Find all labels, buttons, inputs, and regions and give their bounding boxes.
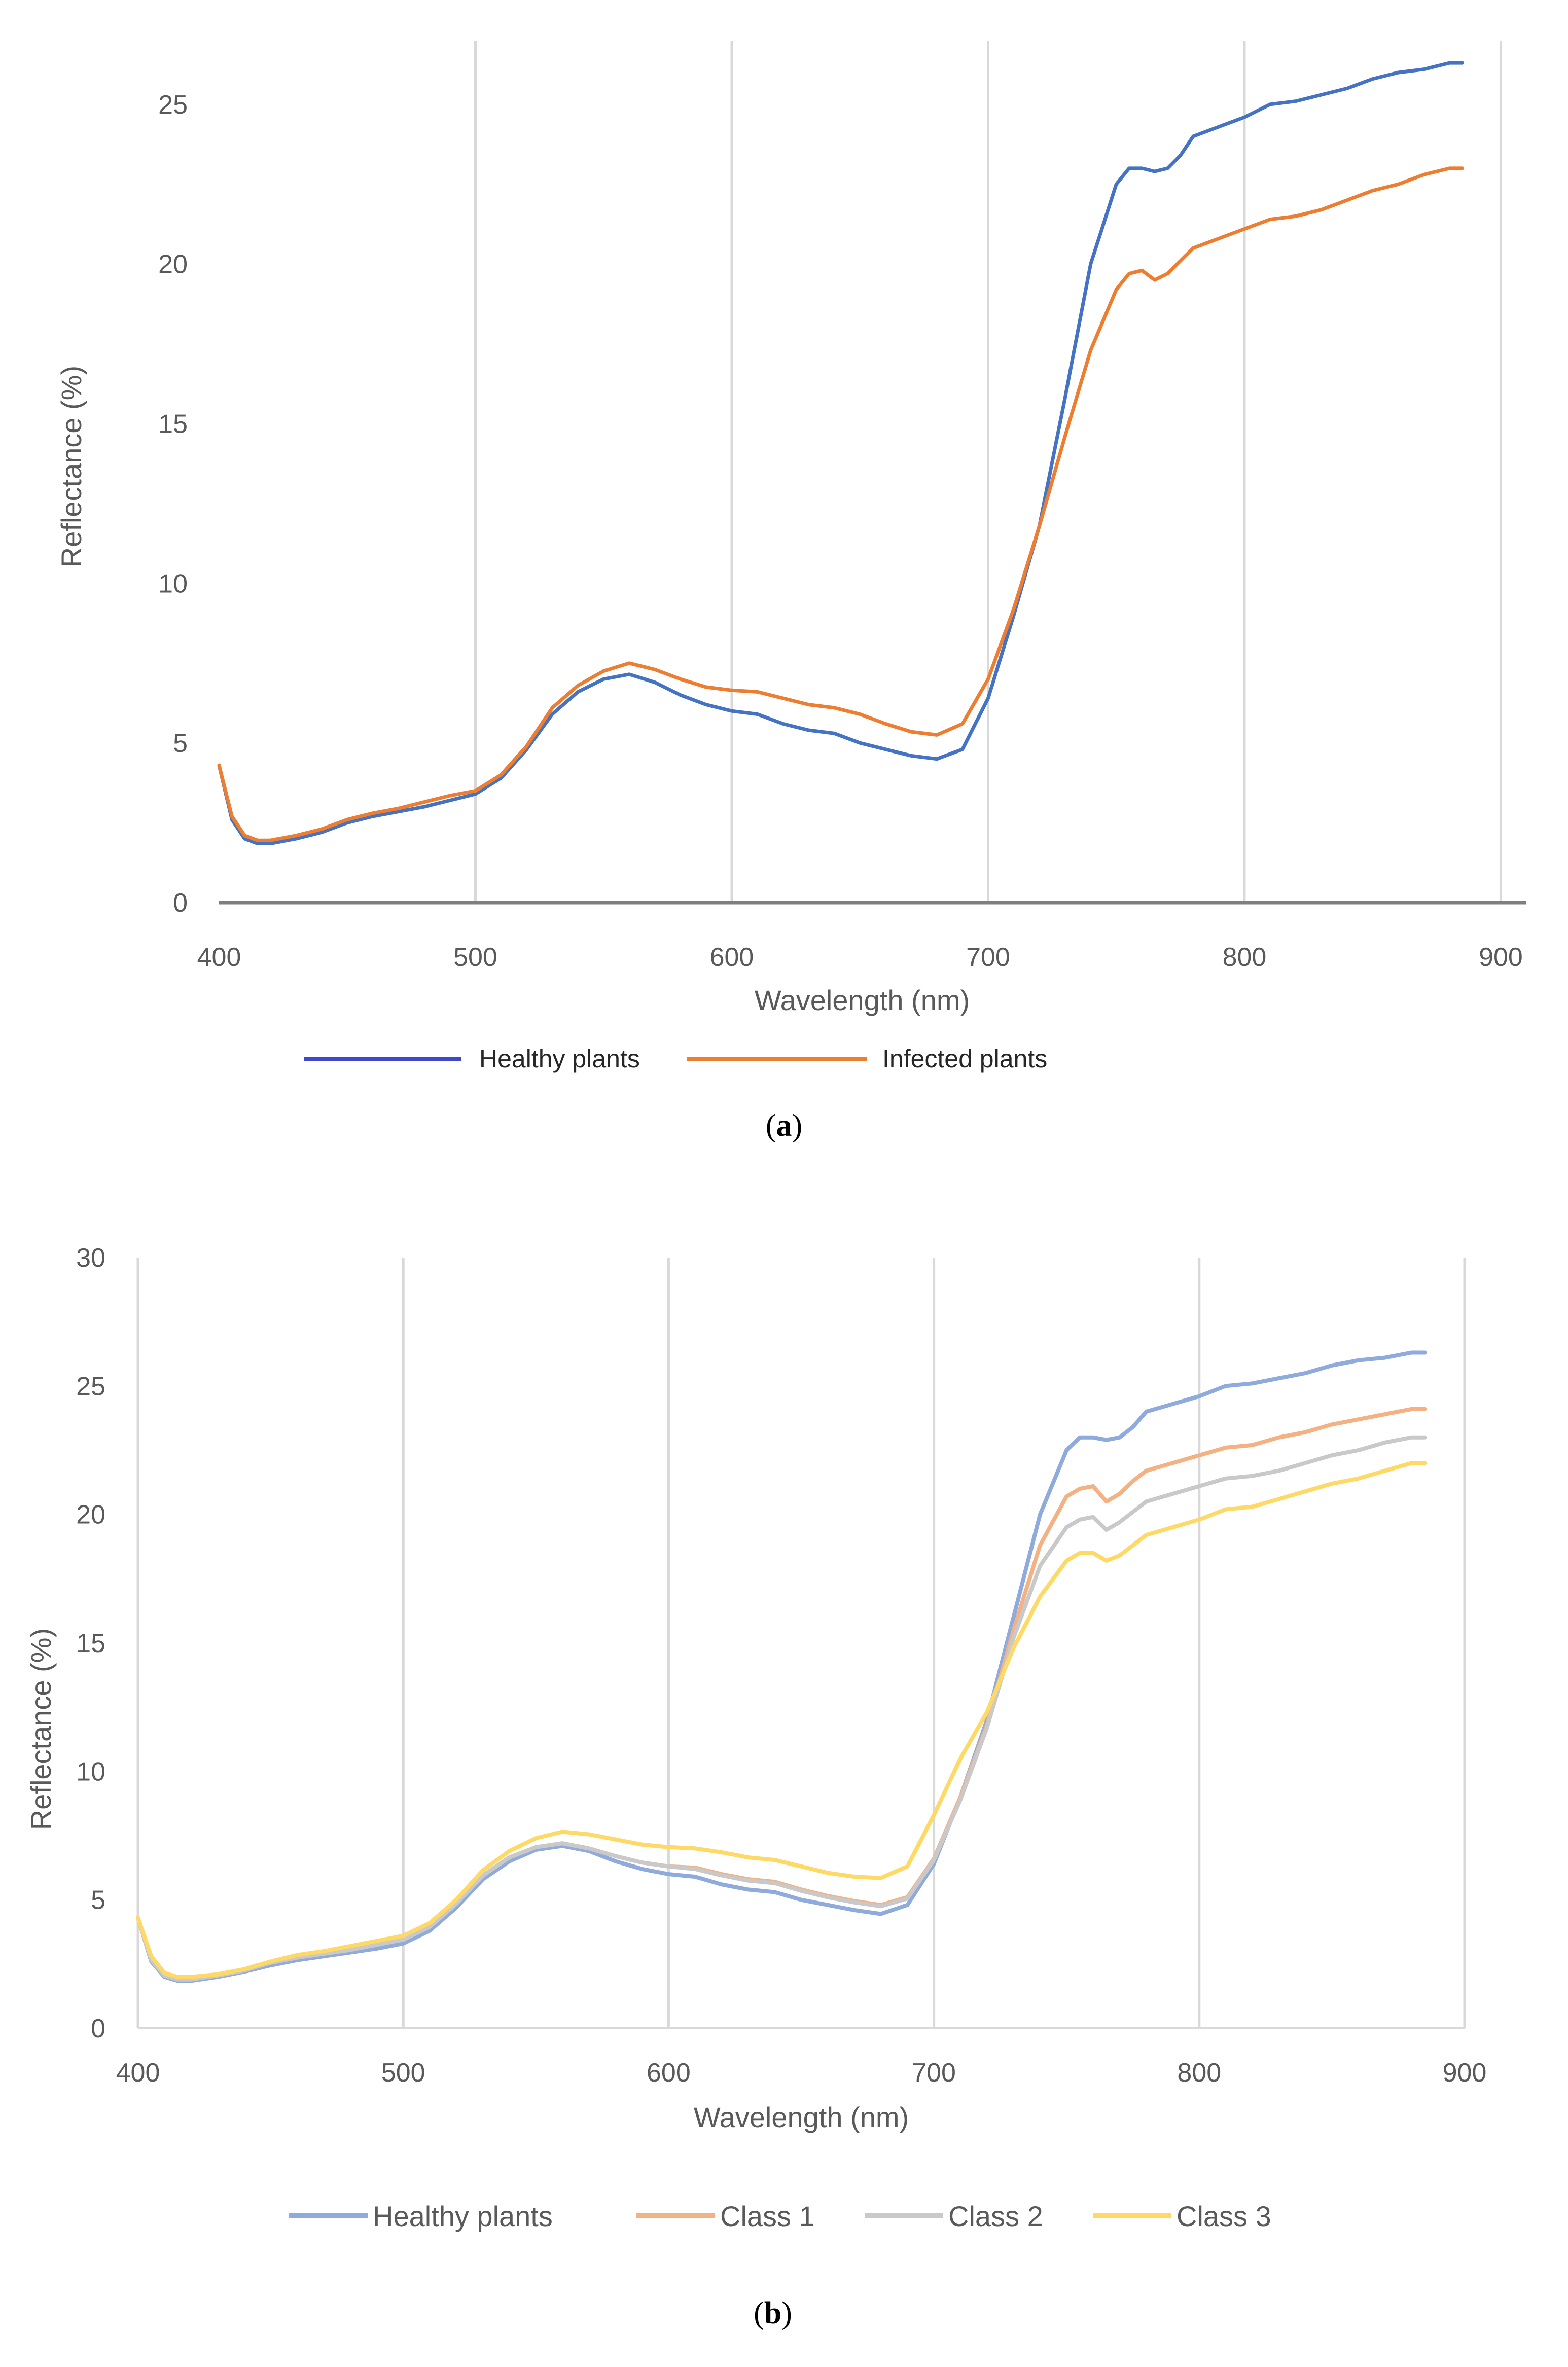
chart-a-legend-label-infected: Infected plants	[882, 1045, 1047, 1073]
chart-b-y-tick-15: 15	[76, 1629, 105, 1658]
chart-b-legend: Healthy plants Class 1 Class 2 Class 3	[289, 2200, 1271, 2232]
chart-b-x-tick-400: 400	[116, 2058, 160, 2088]
chart-a-x-tick-500: 500	[453, 943, 497, 972]
chart-a-caption-open: (	[766, 1108, 776, 1143]
chart-b-xlabel: Wavelength (nm)	[694, 2101, 909, 2133]
chart-b-legend-label-healthy: Healthy plants	[373, 2200, 553, 2232]
chart-a-y-tick-labels: 0 5 10 15 20 25	[158, 90, 188, 918]
chart-b-series-class-3	[136, 1461, 1427, 1979]
chart-a-y-tick-20: 20	[158, 250, 188, 279]
chart-a-caption: (a)	[766, 1108, 802, 1143]
chart-b: 0 5 10 15 20 25 30 400 500 600 700 800 900 Reflecta…	[25, 1243, 1487, 2330]
chart-b-series-healthy-plants	[136, 1350, 1427, 1983]
chart-a-ylabel: Reflectance (%)	[55, 366, 87, 567]
chart-a-x-tick-900: 900	[1479, 943, 1523, 972]
chart-b-x-tick-900: 900	[1443, 2058, 1487, 2088]
chart-b-y-tick-labels: 0 5 10 15 20 25 30	[76, 1243, 105, 2043]
chart-b-series-class-2	[136, 1435, 1427, 1982]
chart-b-y-tick-5: 5	[91, 1886, 105, 1915]
chart-b-caption-close: )	[781, 2296, 792, 2330]
chart-b-x-tick-800: 800	[1177, 2058, 1221, 2088]
chart-a-x-tick-600: 600	[710, 943, 754, 972]
chart-a-gridlines	[474, 41, 1502, 903]
chart-b-ylabel: Reflectance (%)	[25, 1628, 57, 1830]
chart-b-caption-open: (	[754, 2296, 764, 2330]
chart-b-y-tick-25: 25	[76, 1372, 105, 1401]
chart-a-x-tick-400: 400	[197, 943, 241, 972]
chart-b-x-tick-500: 500	[381, 2058, 425, 2088]
chart-a-x-tick-700: 700	[966, 943, 1010, 972]
chart-b-legend-label-class1: Class 1	[720, 2200, 815, 2232]
chart-a-y-tick-25: 25	[158, 90, 188, 120]
chart-a-legend: Healthy plants Infected plants	[304, 1045, 1047, 1073]
chart-b-legend-label-class3: Class 3	[1177, 2200, 1271, 2232]
chart-b-y-tick-10: 10	[76, 1757, 105, 1786]
chart-b-y-tick-30: 30	[76, 1243, 105, 1273]
chart-a-x-tick-800: 800	[1223, 943, 1267, 972]
chart-b-legend-label-class2: Class 2	[948, 2200, 1043, 2232]
chart-a-series-infected-plants	[217, 166, 1465, 842]
chart-b-caption-letter: b	[764, 2296, 781, 2330]
chart-b-y-tick-0: 0	[91, 2014, 105, 2043]
chart-a-y-tick-0: 0	[173, 888, 188, 918]
chart-b-x-tick-labels: 400 500 600 700 800 900	[116, 2058, 1487, 2088]
chart-a-series-healthy-plants	[217, 61, 1465, 845]
chart-b-y-tick-20: 20	[76, 1500, 105, 1530]
chart-a-series-lines	[217, 61, 1465, 845]
chart-b-series-lines	[136, 1350, 1427, 1983]
chart-a-legend-label-healthy: Healthy plants	[479, 1045, 640, 1073]
chart-a-y-tick-15: 15	[158, 410, 188, 439]
chart-b-gridlines	[136, 1258, 1466, 2028]
chart-a-y-tick-10: 10	[158, 569, 188, 598]
chart-b-caption: (b)	[754, 2296, 792, 2330]
chart-a-caption-letter: a	[776, 1108, 792, 1143]
chart-a-x-tick-labels: 400 500 600 700 800 900	[197, 943, 1523, 972]
chart-a-xlabel: Wavelength (nm)	[755, 984, 970, 1016]
chart-a-y-tick-5: 5	[173, 729, 188, 758]
chart-a: 0 5 10 15 20 25 400 500 600 700 800 900 Reflectanc…	[55, 41, 1526, 1143]
chart-b-x-tick-700: 700	[912, 2058, 956, 2088]
chart-b-x-tick-600: 600	[647, 2058, 691, 2088]
chart-a-caption-close: )	[792, 1108, 803, 1143]
